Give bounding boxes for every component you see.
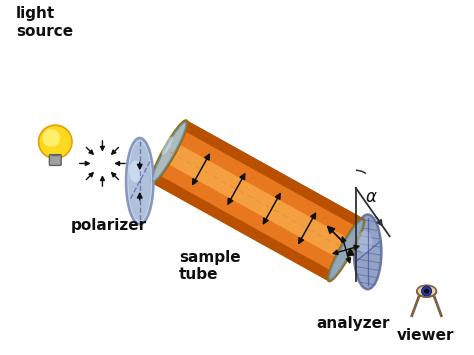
Circle shape bbox=[422, 286, 431, 296]
Text: sample
tube: sample tube bbox=[179, 250, 241, 282]
Polygon shape bbox=[164, 142, 351, 259]
Text: polarizer: polarizer bbox=[71, 218, 147, 233]
Ellipse shape bbox=[328, 219, 364, 281]
Ellipse shape bbox=[153, 122, 186, 181]
FancyBboxPatch shape bbox=[49, 155, 61, 165]
Polygon shape bbox=[152, 121, 363, 281]
Ellipse shape bbox=[129, 160, 143, 182]
Polygon shape bbox=[157, 130, 358, 272]
Ellipse shape bbox=[357, 231, 372, 253]
Ellipse shape bbox=[354, 214, 382, 289]
Text: viewer: viewer bbox=[397, 328, 455, 343]
Ellipse shape bbox=[162, 136, 173, 155]
Text: α: α bbox=[365, 188, 377, 206]
Ellipse shape bbox=[329, 220, 363, 279]
Circle shape bbox=[424, 289, 429, 294]
Text: analyzer: analyzer bbox=[317, 316, 390, 332]
Ellipse shape bbox=[151, 121, 187, 183]
Circle shape bbox=[43, 129, 60, 147]
Ellipse shape bbox=[126, 138, 154, 224]
Ellipse shape bbox=[417, 285, 437, 297]
Circle shape bbox=[38, 125, 72, 159]
Text: light
source: light source bbox=[16, 6, 73, 39]
